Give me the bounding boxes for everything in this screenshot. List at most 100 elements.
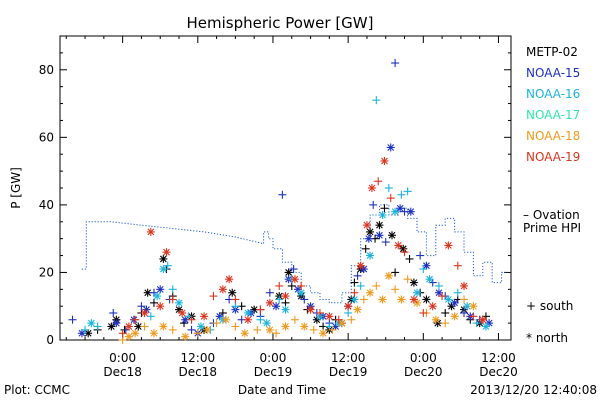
ovation-legend-label: – Ovation bbox=[523, 208, 580, 222]
south-marker-metp-02 bbox=[287, 281, 296, 290]
south-marker-noaa-18 bbox=[309, 325, 318, 334]
south-marker-metp-02 bbox=[391, 268, 400, 277]
south-marker-metp-02 bbox=[361, 244, 370, 253]
y-tick-label: 20 bbox=[39, 265, 54, 279]
north-marker-noaa-16 bbox=[425, 275, 434, 284]
north-marker-noaa-18 bbox=[159, 322, 168, 331]
south-marker-noaa-18 bbox=[460, 295, 469, 304]
north-marker-noaa-18 bbox=[281, 322, 290, 331]
north-marker-noaa-19 bbox=[394, 241, 403, 250]
north-marker-noaa-18 bbox=[366, 288, 375, 297]
north-marker-noaa-16 bbox=[87, 319, 96, 328]
south-marker-noaa-16 bbox=[231, 302, 240, 311]
north-marker-noaa-18 bbox=[431, 315, 440, 324]
north-marker-noaa-19 bbox=[367, 184, 376, 192]
south-marker-noaa-15 bbox=[391, 59, 400, 68]
ovation-prime-hpi-line bbox=[81, 204, 508, 304]
south-marker-noaa-19 bbox=[209, 292, 218, 301]
plot-credit: Plot: CCMC bbox=[4, 383, 70, 397]
south-marker-noaa-15 bbox=[460, 308, 469, 317]
south-marker-noaa-18 bbox=[441, 319, 450, 328]
north-marker-metp-02 bbox=[228, 288, 237, 297]
north-marker-metp-02 bbox=[409, 278, 418, 287]
south-marker-metp-02 bbox=[405, 254, 414, 263]
north-marker-noaa-18 bbox=[203, 325, 212, 334]
north-marker-noaa-16 bbox=[378, 211, 387, 220]
north-marker-noaa-19 bbox=[156, 302, 165, 311]
north-marker-noaa-18 bbox=[353, 305, 362, 314]
south-marker-noaa-18 bbox=[290, 315, 299, 324]
x-tick-time-label: 12:00 bbox=[481, 351, 516, 365]
south-marker-noaa-16 bbox=[434, 281, 443, 290]
north-marker-noaa-19 bbox=[344, 302, 353, 311]
north-marker-metp-02 bbox=[107, 322, 116, 331]
north-marker-metp-02 bbox=[399, 244, 408, 253]
north-marker-noaa-15 bbox=[386, 143, 395, 152]
north-marker-noaa-16 bbox=[481, 322, 490, 331]
south-marker-metp-02 bbox=[350, 278, 359, 287]
north-marker-metp-02 bbox=[159, 254, 168, 263]
south-marker-noaa-19 bbox=[231, 295, 240, 304]
south-marker-noaa-18 bbox=[253, 325, 262, 334]
south-marker-noaa-18 bbox=[403, 275, 412, 284]
north-marker-noaa-15 bbox=[156, 285, 165, 294]
south-marker-noaa-16 bbox=[397, 190, 406, 199]
north-marker-metp-02 bbox=[375, 221, 384, 230]
north-marker-metp-02 bbox=[387, 231, 396, 240]
north-marker-noaa-15 bbox=[112, 319, 121, 328]
south-marker-noaa-18 bbox=[212, 319, 221, 328]
south-marker-noaa-18 bbox=[359, 295, 368, 304]
north-marker-noaa-16 bbox=[159, 265, 168, 274]
north-marker-noaa-18 bbox=[240, 329, 249, 338]
south-marker-noaa-18 bbox=[193, 329, 202, 338]
north-marker-noaa-19 bbox=[124, 322, 133, 331]
north-marker-noaa-16 bbox=[243, 308, 252, 317]
north-marker-noaa-19 bbox=[146, 227, 155, 236]
south-marker-noaa-16 bbox=[93, 322, 102, 331]
north-marker-noaa-18 bbox=[319, 329, 328, 338]
north-marker-noaa-16 bbox=[175, 298, 184, 307]
south-marker-noaa-15 bbox=[353, 271, 362, 280]
y-tick-label: 0 bbox=[46, 333, 54, 347]
north-marker-legend: * north bbox=[526, 331, 568, 345]
north-marker-noaa-15 bbox=[450, 298, 459, 307]
south-marker-metp-02 bbox=[149, 298, 158, 307]
south-marker-noaa-15 bbox=[109, 308, 118, 317]
north-marker-noaa-19 bbox=[200, 312, 209, 321]
north-marker-noaa-16 bbox=[297, 288, 306, 297]
south-marker-noaa-19 bbox=[256, 305, 265, 314]
south-marker-noaa-19 bbox=[297, 281, 306, 290]
north-marker-metp-02 bbox=[284, 268, 293, 277]
north-marker-noaa-19 bbox=[325, 312, 334, 321]
plot-timestamp: 2013/12/20 12:40:08 bbox=[470, 383, 597, 397]
y-axis: 0 20 40 60 80 bbox=[39, 52, 511, 347]
north-marker-noaa-19 bbox=[478, 315, 487, 324]
south-marker-noaa-19 bbox=[469, 312, 478, 321]
north-marker-noaa-15 bbox=[396, 204, 405, 213]
south-marker-noaa-18 bbox=[168, 325, 177, 334]
north-marker-noaa-19 bbox=[460, 281, 469, 290]
south-marker-noaa-19 bbox=[118, 329, 127, 338]
south-marker-noaa-15 bbox=[187, 325, 196, 334]
north-marker-noaa-19 bbox=[444, 241, 453, 250]
south-marker-noaa-18 bbox=[231, 322, 240, 331]
south-marker-noaa-16 bbox=[372, 96, 381, 105]
north-marker-noaa-18 bbox=[469, 302, 478, 311]
chart-title: Hemispheric Power [GW] bbox=[187, 14, 374, 32]
north-marker-noaa-16 bbox=[196, 322, 205, 331]
south-marker-noaa-15 bbox=[369, 200, 378, 209]
north-marker-metp-02 bbox=[422, 295, 431, 304]
x-tick-date-label: Dec20 bbox=[404, 365, 443, 379]
south-marker-legend: + south bbox=[526, 299, 573, 313]
north-marker-noaa-18 bbox=[397, 295, 406, 304]
north-marker-noaa-19 bbox=[243, 315, 252, 324]
north-marker-noaa-19 bbox=[225, 275, 234, 284]
south-marker-noaa-15 bbox=[278, 190, 287, 199]
legend-entry: NOAA-19 bbox=[526, 150, 580, 164]
south-marker-noaa-19 bbox=[168, 295, 177, 304]
x-axis: 0:00Dec1812:00Dec180:00Dec1912:00Dec190:… bbox=[65, 36, 518, 379]
south-marker-noaa-18 bbox=[328, 325, 337, 334]
north-marker-metp-02 bbox=[366, 227, 375, 236]
south-marker-noaa-19 bbox=[438, 292, 447, 301]
x-tick-date-label: Dec20 bbox=[479, 365, 518, 379]
